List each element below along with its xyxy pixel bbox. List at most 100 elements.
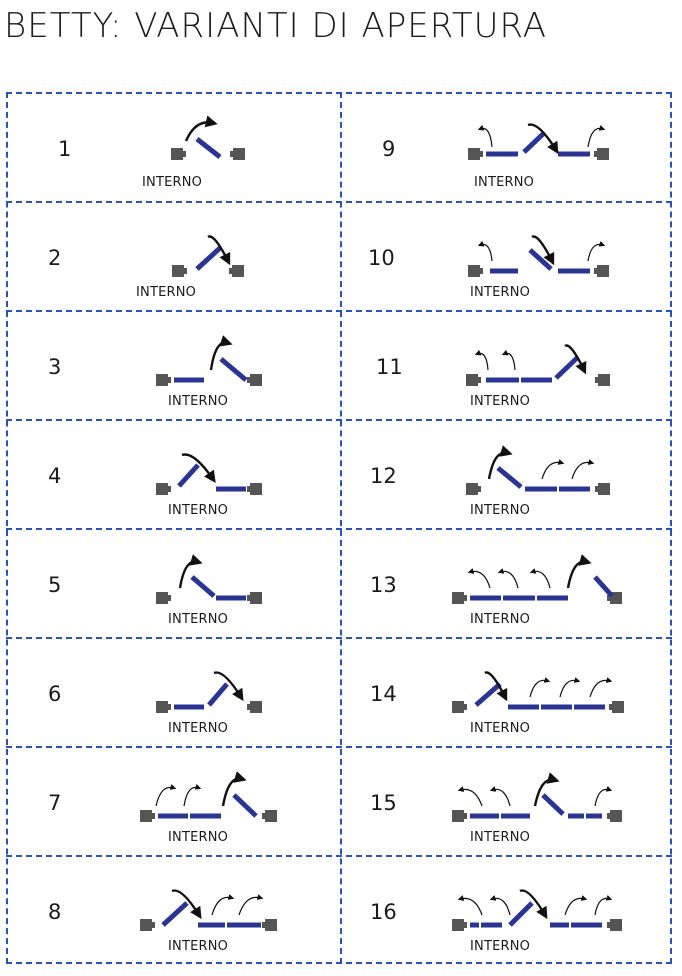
interior-label: INTERNO <box>168 612 229 627</box>
opening-diagram <box>452 772 622 822</box>
variant-number: 15 <box>370 791 397 815</box>
variant-number: 7 <box>48 791 62 815</box>
post-icon <box>250 483 262 495</box>
opening-diagram <box>156 671 262 713</box>
interior-label: INTERNO <box>168 939 229 954</box>
opening-diagram <box>466 344 610 386</box>
slide-arrow-icon <box>489 786 511 807</box>
post-icon <box>452 701 464 713</box>
slide-arrow-icon <box>489 895 511 916</box>
variant-number: 9 <box>382 137 396 161</box>
swing-leaf <box>593 575 614 598</box>
swing-arrow-icon <box>484 671 508 702</box>
hinge-icon <box>152 813 155 819</box>
post-icon <box>232 265 244 277</box>
hinge-icon <box>230 151 233 157</box>
grid-divider-horizontal <box>6 528 672 530</box>
slide-arrow-icon <box>474 349 489 371</box>
swing-arrow-icon <box>531 235 555 266</box>
hinge-icon <box>152 922 155 928</box>
hinge-icon <box>262 813 265 819</box>
variant-cell: 12 INTERNO <box>340 419 673 528</box>
slide-arrow-icon <box>594 785 613 807</box>
slide-arrow-icon <box>501 349 516 371</box>
variant-cell: 5 INTERNO <box>6 528 339 637</box>
variant-cell: 6 INTERNO <box>6 637 339 746</box>
interior-label: INTERNO <box>470 830 531 845</box>
variant-cell: 8 INTERNO <box>6 855 339 964</box>
slide-arrow-icon <box>559 677 581 698</box>
post-icon <box>610 919 622 931</box>
opening-diagram <box>466 445 610 495</box>
hinge-icon <box>609 704 612 710</box>
hinge-icon <box>464 595 467 601</box>
post-icon <box>468 265 480 277</box>
grid-divider-horizontal <box>6 855 672 857</box>
post-icon <box>156 701 168 713</box>
post-icon <box>250 374 262 386</box>
hinge-icon <box>607 813 610 819</box>
post-icon <box>466 483 478 495</box>
hinge-icon <box>184 268 187 274</box>
opening-diagram <box>452 671 624 713</box>
hinge-icon <box>247 377 250 383</box>
post-icon <box>156 592 168 604</box>
hinge-icon <box>478 486 481 492</box>
swing-arrow-icon <box>564 344 587 375</box>
interior-label: INTERNO <box>470 612 531 627</box>
interior-label: INTERNO <box>168 503 229 518</box>
interior-label: INTERNO <box>136 285 197 300</box>
opening-diagram <box>468 235 609 277</box>
slide-arrow-icon <box>541 459 565 480</box>
slide-arrow-icon <box>211 894 235 916</box>
post-icon <box>156 374 168 386</box>
hinge-icon <box>183 151 186 157</box>
swing-leaf <box>528 248 553 271</box>
grid-divider-horizontal <box>6 419 672 421</box>
swing-arrow-icon <box>171 889 202 920</box>
hinge-icon <box>480 268 483 274</box>
slide-arrow-icon <box>477 240 493 262</box>
slide-arrow-icon <box>587 240 606 262</box>
hinge-icon <box>168 377 171 383</box>
opening-diagram <box>452 889 622 931</box>
variant-cell: 16 INTERNO <box>340 855 673 964</box>
slide-arrow-icon <box>587 124 606 148</box>
swing-arrow-icon <box>527 123 559 155</box>
slide-arrow-icon <box>457 786 483 807</box>
variant-cell: 10 INTERNO <box>340 201 673 310</box>
post-icon <box>156 483 168 495</box>
swing-arrow-icon <box>184 115 218 142</box>
variant-number: 12 <box>370 464 397 488</box>
swing-arrow-icon <box>178 554 203 589</box>
swing-arrow-icon <box>519 889 548 920</box>
swing-leaf <box>541 793 565 816</box>
opening-diagram <box>156 554 262 604</box>
variant-cell: 15 INTERNO <box>340 746 673 855</box>
slide-arrow-icon <box>457 895 483 916</box>
variant-number: 3 <box>48 355 62 379</box>
post-icon <box>452 810 464 822</box>
opening-diagram <box>452 554 622 604</box>
slide-arrow-icon <box>155 784 177 807</box>
opening-diagram <box>156 453 262 495</box>
hinge-icon <box>594 268 597 274</box>
swing-arrow-icon <box>533 772 560 807</box>
variant-number: 10 <box>368 246 395 270</box>
hinge-icon <box>595 486 598 492</box>
post-icon <box>598 483 610 495</box>
opening-diagram <box>468 123 609 160</box>
hinge-icon <box>229 268 232 274</box>
swing-leaf <box>232 793 258 818</box>
slide-arrow-icon <box>529 568 551 589</box>
page-title: BETTY: VARIANTI DI APERTURA <box>4 6 548 46</box>
hinge-icon <box>262 922 265 928</box>
grid-divider-horizontal <box>6 201 672 203</box>
post-icon <box>452 592 464 604</box>
variant-cell: 4 INTERNO <box>6 419 339 528</box>
swing-leaf <box>474 682 502 707</box>
opening-diagram <box>140 889 277 931</box>
post-icon <box>597 148 609 160</box>
interior-label: INTERNO <box>474 175 535 190</box>
post-icon <box>265 919 277 931</box>
